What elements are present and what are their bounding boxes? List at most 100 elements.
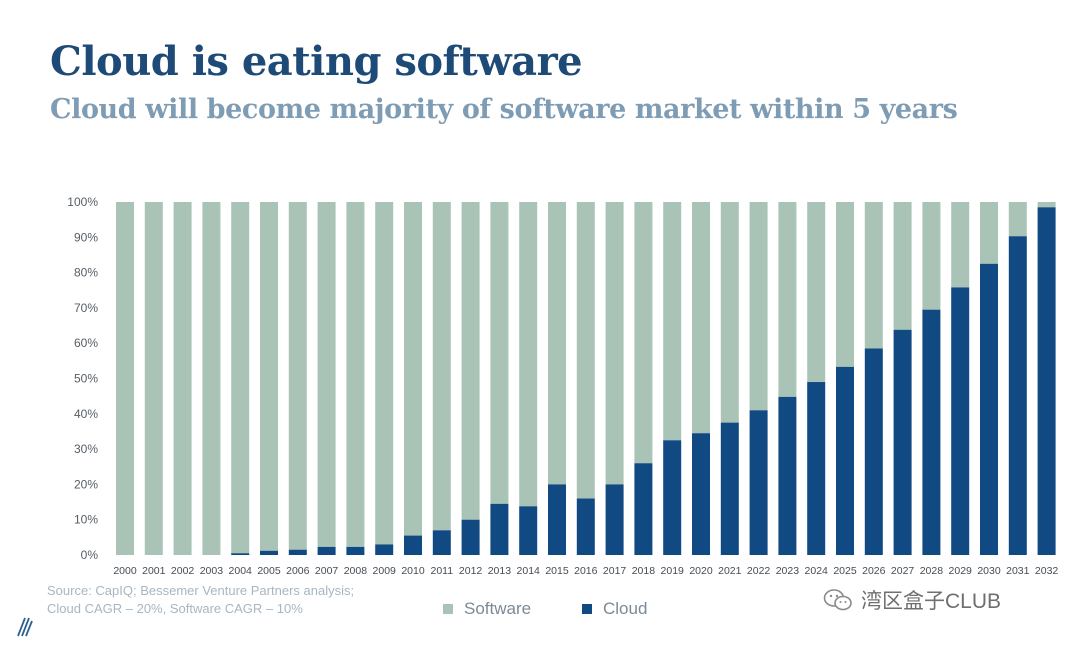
bar-software-2000 bbox=[116, 202, 134, 555]
x-tick-label: 2008 bbox=[344, 565, 368, 577]
bar-software-2032 bbox=[1037, 202, 1056, 208]
x-tick-label: 2020 bbox=[689, 565, 713, 577]
y-tick-label: 60% bbox=[74, 336, 98, 350]
x-tick-label: 2009 bbox=[373, 565, 397, 577]
legend-label-cloud: Cloud bbox=[603, 599, 648, 618]
bar-software-2028 bbox=[922, 202, 941, 310]
x-tick-label: 2018 bbox=[632, 565, 656, 577]
bar-software-2029 bbox=[951, 202, 970, 288]
bar-software-2013 bbox=[490, 202, 509, 504]
bar-cloud-2015 bbox=[548, 484, 566, 555]
y-tick-label: 0% bbox=[81, 548, 99, 562]
bar-software-2020 bbox=[692, 202, 710, 434]
stacked-bar-chart: 0% 10% 20% 30% 40% 50% 60% 70% 80% 90% 100% 2000 200… bbox=[67, 195, 1058, 577]
bar-cloud-2028 bbox=[922, 309, 941, 555]
bar-software-2003 bbox=[202, 202, 221, 555]
bar-cloud-2021 bbox=[720, 422, 739, 555]
x-tick-label: 2028 bbox=[920, 565, 944, 577]
x-tick-label: 2030 bbox=[977, 565, 1001, 577]
x-tick-label: 2012 bbox=[459, 565, 483, 577]
x-tick-label: 2024 bbox=[805, 565, 829, 577]
bar-cloud-2023 bbox=[778, 396, 797, 555]
bar-cloud-2032 bbox=[1037, 207, 1056, 556]
bar-software-2031 bbox=[1008, 202, 1027, 237]
y-tick-label: 10% bbox=[74, 513, 98, 527]
x-tick-label: 2001 bbox=[142, 565, 166, 577]
x-tick-label: 2015 bbox=[545, 565, 569, 577]
bar-software-2022 bbox=[749, 202, 768, 411]
source-line-1: Source: CapIQ; Bessemer Venture Partners… bbox=[47, 583, 355, 598]
bar-software-2004 bbox=[231, 202, 250, 554]
bar-cloud-2009 bbox=[375, 544, 394, 555]
wechat-icon bbox=[823, 589, 852, 611]
x-tick-label: 2022 bbox=[747, 565, 771, 577]
bar-cloud-2017 bbox=[605, 484, 624, 555]
bar-cloud-2018 bbox=[634, 463, 653, 555]
source-note: Source: CapIQ; Bessemer Venture Partners… bbox=[47, 582, 354, 618]
x-tick-label: 2005 bbox=[257, 565, 281, 577]
x-tick-label: 2003 bbox=[200, 565, 224, 577]
bar-software-2009 bbox=[375, 202, 394, 545]
y-tick-label: 100% bbox=[67, 195, 98, 209]
bar-cloud-2016 bbox=[576, 498, 595, 555]
y-tick-label: 80% bbox=[74, 266, 98, 280]
x-tick-label: 2021 bbox=[718, 565, 742, 577]
bessemer-logo-icon bbox=[17, 617, 33, 637]
watermark-text: 湾区盒子CLUB bbox=[861, 590, 1002, 613]
x-tick-label: 2027 bbox=[891, 565, 915, 577]
bar-cloud-2029 bbox=[951, 287, 970, 555]
x-tick-label: 2011 bbox=[431, 565, 454, 577]
x-tick-label: 2026 bbox=[862, 565, 886, 577]
x-tick-label: 2014 bbox=[517, 565, 541, 577]
bar-software-2019 bbox=[663, 202, 682, 441]
source-line-2: Cloud CAGR – 20%, Software CAGR – 10% bbox=[47, 601, 303, 616]
bar-software-2023 bbox=[778, 202, 797, 397]
x-tick-label: 2023 bbox=[776, 565, 800, 577]
y-tick-label: 90% bbox=[74, 230, 98, 244]
bar-cloud-2031 bbox=[1008, 236, 1027, 555]
bar-software-2002 bbox=[173, 202, 192, 555]
bar-cloud-2004 bbox=[231, 553, 250, 555]
y-tick-label: 30% bbox=[74, 442, 98, 456]
x-tick-label: 2002 bbox=[171, 565, 195, 577]
legend-swatch-software bbox=[443, 604, 453, 614]
bar-cloud-2008 bbox=[346, 546, 365, 555]
bar-software-2012 bbox=[461, 202, 480, 520]
bar-software-2015 bbox=[548, 202, 566, 485]
bar-cloud-2030 bbox=[980, 263, 998, 555]
y-tick-label: 40% bbox=[74, 407, 98, 421]
bar-software-2011 bbox=[432, 202, 451, 531]
bar-cloud-2022 bbox=[749, 410, 768, 555]
x-tick-label: 2029 bbox=[949, 565, 973, 577]
bar-software-2024 bbox=[807, 202, 826, 383]
bar-software-2006 bbox=[288, 202, 307, 550]
bar-cloud-2006 bbox=[288, 549, 307, 555]
bar-cloud-2005 bbox=[260, 550, 278, 555]
bar-software-2025 bbox=[836, 202, 854, 367]
bar-software-2014 bbox=[519, 202, 538, 507]
x-tick-label: 2000 bbox=[113, 565, 137, 577]
legend-item-software: Software bbox=[443, 599, 531, 619]
bar-cloud-2027 bbox=[893, 329, 912, 555]
x-tick-label: 2031 bbox=[1006, 565, 1030, 577]
bar-cloud-2013 bbox=[490, 503, 509, 555]
bar-cloud-2025 bbox=[836, 366, 854, 555]
bar-software-2027 bbox=[893, 202, 912, 330]
legend-item-cloud: Cloud bbox=[582, 599, 647, 619]
y-tick-label: 20% bbox=[74, 477, 98, 491]
x-tick-label: 2019 bbox=[661, 565, 685, 577]
bar-software-2021 bbox=[720, 202, 739, 423]
chart-subtitle: Cloud will become majority of software m… bbox=[50, 94, 958, 125]
bar-software-2001 bbox=[144, 202, 163, 555]
x-tick-label: 2010 bbox=[401, 565, 425, 577]
bar-software-2007 bbox=[317, 202, 336, 547]
y-tick-label: 50% bbox=[74, 372, 98, 386]
x-tick-label: 2006 bbox=[286, 565, 310, 577]
x-tick-label: 2007 bbox=[315, 565, 339, 577]
legend-swatch-cloud bbox=[582, 604, 592, 614]
x-tick-label: 2004 bbox=[229, 565, 253, 577]
bar-cloud-2020 bbox=[692, 433, 710, 555]
bar-cloud-2010 bbox=[404, 535, 422, 555]
bar-software-2017 bbox=[605, 202, 624, 485]
bar-cloud-2026 bbox=[864, 348, 883, 555]
